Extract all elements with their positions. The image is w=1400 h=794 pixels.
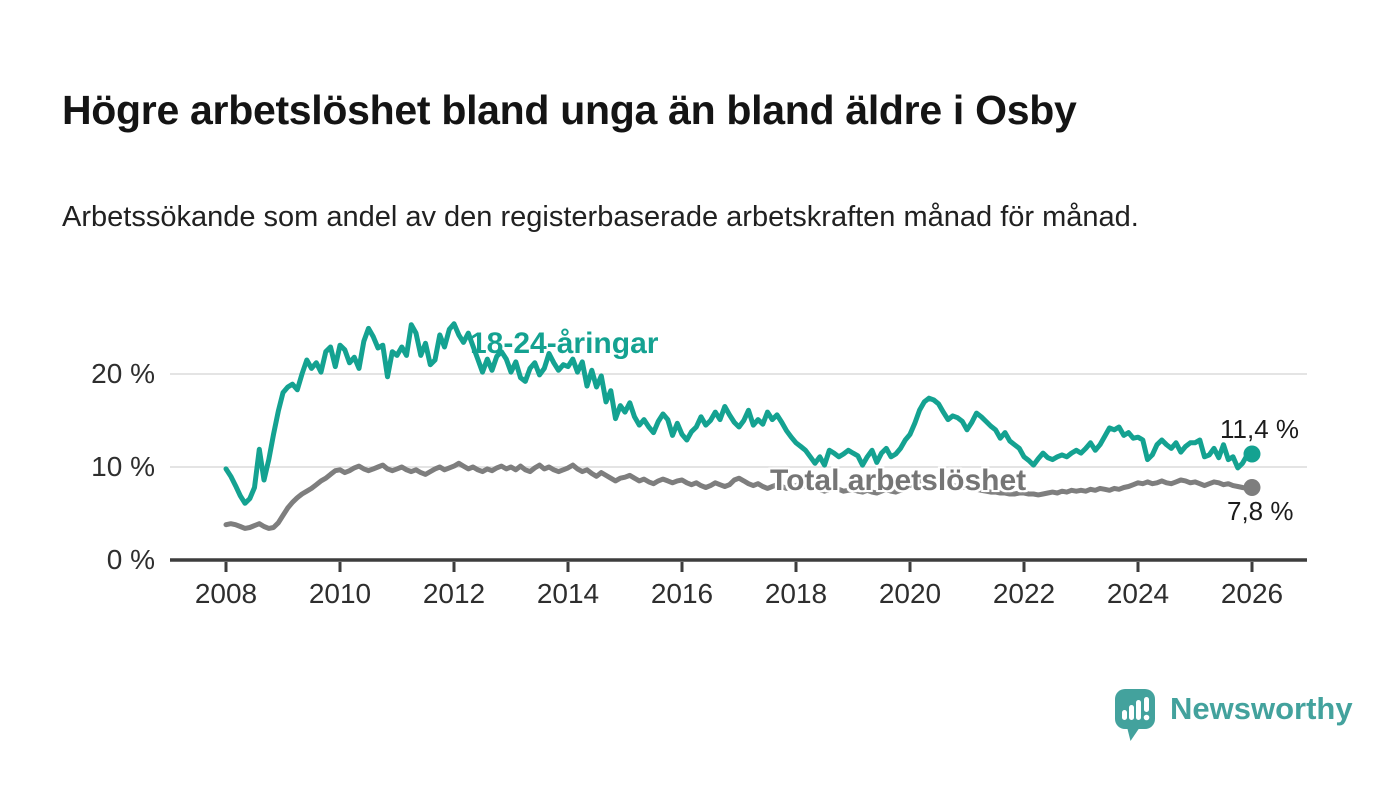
y-axis-label: 0 % [106, 544, 155, 575]
series-end-dot-youth [1243, 445, 1261, 463]
end-value-label-total: 7,8 % [1227, 496, 1294, 526]
chart-subtitle: Arbetssökande som andel av den registerb… [62, 201, 1139, 233]
newsworthy-logo: Newsworthy [1114, 688, 1353, 742]
x-axis-label: 2026 [1220, 578, 1284, 609]
newsworthy-logo-icon [1115, 689, 1155, 741]
x-axis-label: 2018 [764, 578, 828, 609]
x-axis-label: 2020 [878, 578, 942, 609]
x-axis-label: 2014 [536, 578, 600, 609]
x-axis-label: 2010 [308, 578, 372, 609]
newsworthy-logo-text: Newsworthy [1170, 691, 1353, 726]
y-axis-label: 20 % [91, 358, 155, 389]
series-label-total: Total arbetslöshet [770, 464, 1027, 497]
x-axis-label: 2022 [992, 578, 1056, 609]
series-label-youth: 18-24-åringar [470, 327, 659, 360]
x-axis-label: 2012 [422, 578, 486, 609]
end-value-label-youth: 11,4 % [1220, 414, 1300, 444]
y-axis-label: 10 % [91, 451, 155, 482]
chart-title: Högre arbetslöshet bland unga än bland ä… [62, 87, 1077, 134]
series-line-total [223, 460, 1255, 531]
x-axis-label: 2024 [1106, 578, 1170, 609]
x-axis-label: 2016 [650, 578, 714, 609]
series-line-youth [223, 321, 1255, 506]
x-axis-label: 2008 [194, 578, 258, 609]
series-end-dot-total [1243, 478, 1261, 496]
